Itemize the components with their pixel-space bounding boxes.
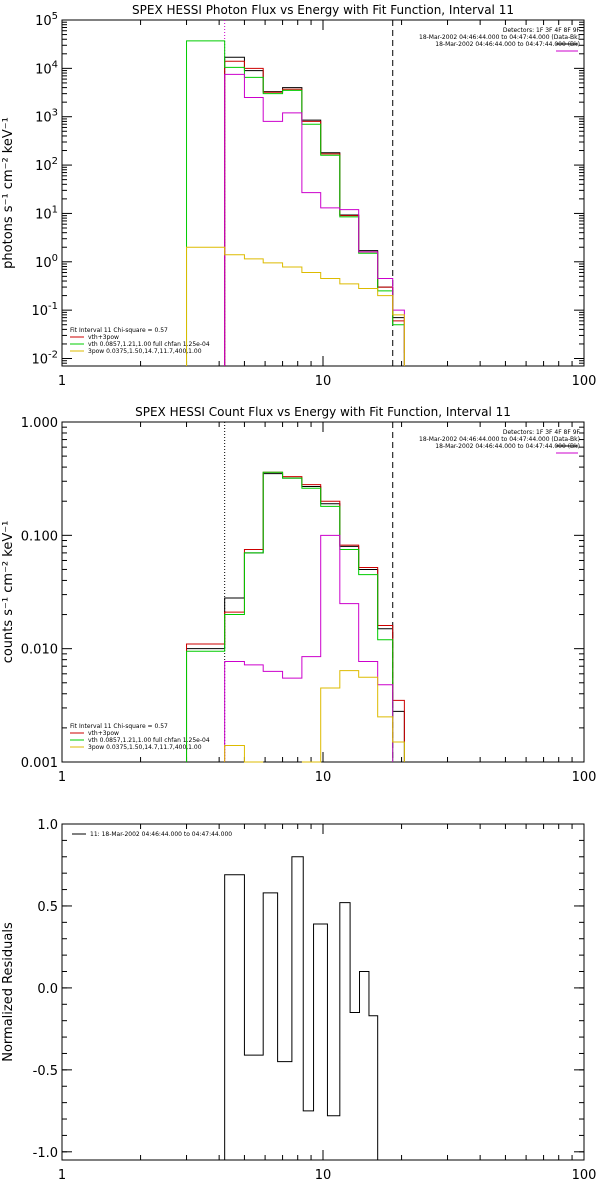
x-tick-label: 100 xyxy=(572,770,597,785)
y-tick-label: 0.100 xyxy=(21,529,58,544)
y-tick-label: 10-2 xyxy=(31,350,58,368)
y-axis-label: counts s⁻¹ cm⁻² keV⁻¹ xyxy=(1,521,16,664)
x-tick-label: 10 xyxy=(315,770,332,785)
y-tick-label: -1.0 xyxy=(33,1146,58,1161)
series-bk-line xyxy=(224,534,394,762)
x-tick-label: 1 xyxy=(58,1168,66,1183)
header-line: Detectors: 1F 3F 4F 8F 9F xyxy=(503,27,581,34)
plot-frame xyxy=(61,19,585,367)
legend-entry: 11: 18-Mar-2002 04:46:44.000 to 04:47:44… xyxy=(90,831,232,838)
y-tick-label: 0.001 xyxy=(21,756,58,771)
y-axis-label: Normalized Residuals xyxy=(1,922,16,1062)
y-tick-label: 103 xyxy=(35,108,58,126)
series-3pow-line xyxy=(224,670,405,763)
x-tick-label: 100 xyxy=(572,374,597,389)
legend-entry: 3pow 0.0375,1.50,14.7,11.7,400,1.00 xyxy=(88,744,202,751)
plot-frame xyxy=(61,823,585,1161)
y-tick-label: 1.000 xyxy=(21,416,58,431)
series-3pow-line xyxy=(186,246,405,366)
header-line: Detectors: 1F 3F 4F 8F 9F xyxy=(503,429,581,436)
y-tick-label: 100 xyxy=(35,253,58,271)
header-line: 18-Mar-2002 04:46:44.000 to 04:47:44.000… xyxy=(435,41,580,48)
header-line: 18-Mar-2002 04:46:44.000 to 04:47:44.000… xyxy=(419,34,580,41)
y-tick-label: -0.5 xyxy=(33,1064,58,1079)
y-tick-label: 1.0 xyxy=(37,818,58,833)
series-vth-line xyxy=(186,471,394,762)
y-tick-label: 10-1 xyxy=(31,301,58,319)
y-tick-label: 101 xyxy=(35,204,58,222)
y-tick-label: 105 xyxy=(35,11,58,29)
legend-title: Fit Interval 11 Chi-square = 0.57 xyxy=(70,723,168,730)
residuals-line xyxy=(224,856,379,1160)
series-bk-line xyxy=(224,73,405,366)
x-tick-label: 1 xyxy=(58,374,66,389)
header-line: 18-Mar-2002 04:46:44.000 to 04:47:44.000… xyxy=(419,436,580,443)
panel-photon-flux: SPEX HESSI Photon Flux vs Energy with Fi… xyxy=(1,3,596,389)
x-tick-label: 10 xyxy=(315,1168,332,1183)
chart-title: SPEX HESSI Photon Flux vs Energy with Fi… xyxy=(132,3,514,17)
y-tick-label: 0.010 xyxy=(21,643,58,658)
plot-frame xyxy=(61,421,585,763)
legend-entry: vth 0.0857,1.21,1.00 full chfan 1.25e-04 xyxy=(88,737,210,744)
series-data-bk-line xyxy=(186,473,405,762)
x-tick-label: 100 xyxy=(572,1168,597,1183)
y-tick-label: 0.0 xyxy=(37,982,58,997)
series-data-bk-line xyxy=(224,56,405,366)
y-tick-label: 0.5 xyxy=(37,900,58,915)
legend-entry: vth+3pow xyxy=(88,730,119,737)
y-axis-label: photons s⁻¹ cm⁻² keV⁻¹ xyxy=(1,117,16,269)
legend-entry: 3pow 0.0375,1.50,14.7,11.7,400,1.00 xyxy=(88,348,202,355)
y-tick-label: 102 xyxy=(35,156,58,174)
legend-entry: vth 0.0857,1.21,1.00 full chfan 1.25e-04 xyxy=(88,341,210,348)
legend-title: Fit Interval 11 Chi-square = 0.57 xyxy=(70,327,168,334)
x-tick-label: 10 xyxy=(315,374,332,389)
x-tick-label: 1 xyxy=(58,770,66,785)
panel-count-flux: SPEX HESSI Count Flux vs Energy with Fit… xyxy=(1,405,596,785)
header-line: 18-Mar-2002 04:46:44.000 to 04:47:44.000… xyxy=(435,443,580,450)
legend-entry: vth+3pow xyxy=(88,334,119,341)
series-vth-3pow-line xyxy=(224,60,405,366)
chart-title: SPEX HESSI Count Flux vs Energy with Fit… xyxy=(135,405,511,419)
series-vth-3pow-line xyxy=(186,471,405,762)
panel-residuals: 1 10 100 1.0 0.5 0.0 -0.5 -1.0 Normalized Residu… xyxy=(1,818,596,1183)
y-tick-label: 104 xyxy=(35,59,58,77)
series-vth-line xyxy=(186,40,405,366)
